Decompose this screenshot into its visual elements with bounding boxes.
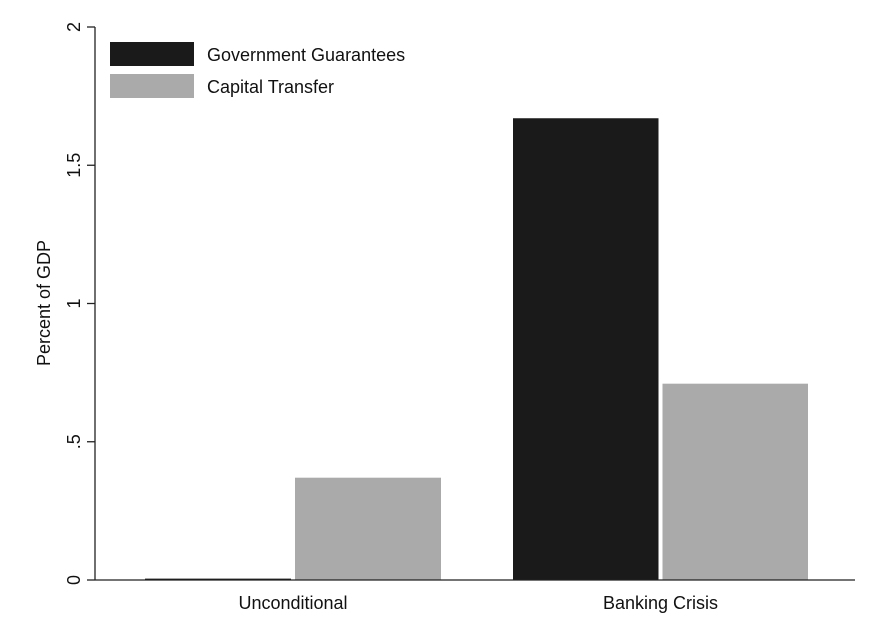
x-tick-label: Banking Crisis [603, 593, 718, 613]
x-tick-label: Unconditional [238, 593, 347, 613]
bars-group [145, 118, 808, 581]
y-ticks: 0 .5 1 1.5 2 [64, 22, 95, 585]
x-tick-labels: Unconditional Banking Crisis [238, 593, 718, 613]
legend-label-government-guarantees: Government Guarantees [207, 45, 405, 65]
y-tick-label: 2 [64, 22, 84, 32]
bar-unconditional-capital-transfer [295, 477, 441, 580]
y-tick-label: 1.5 [64, 153, 84, 178]
y-tick-label: 1 [64, 298, 84, 308]
legend-swatch-government-guarantees [110, 42, 194, 66]
bar-banking-crisis-government-guarantees [513, 118, 659, 581]
y-tick-label: .5 [64, 434, 84, 449]
y-tick-label: 0 [64, 575, 84, 585]
legend: Government Guarantees Capital Transfer [110, 42, 405, 98]
bar-banking-crisis-capital-transfer [662, 383, 808, 580]
legend-label-capital-transfer: Capital Transfer [207, 77, 334, 97]
bar-unconditional-government-guarantees [145, 578, 291, 580]
legend-swatch-capital-transfer [110, 74, 194, 98]
y-axis-label: Percent of GDP [34, 240, 54, 366]
